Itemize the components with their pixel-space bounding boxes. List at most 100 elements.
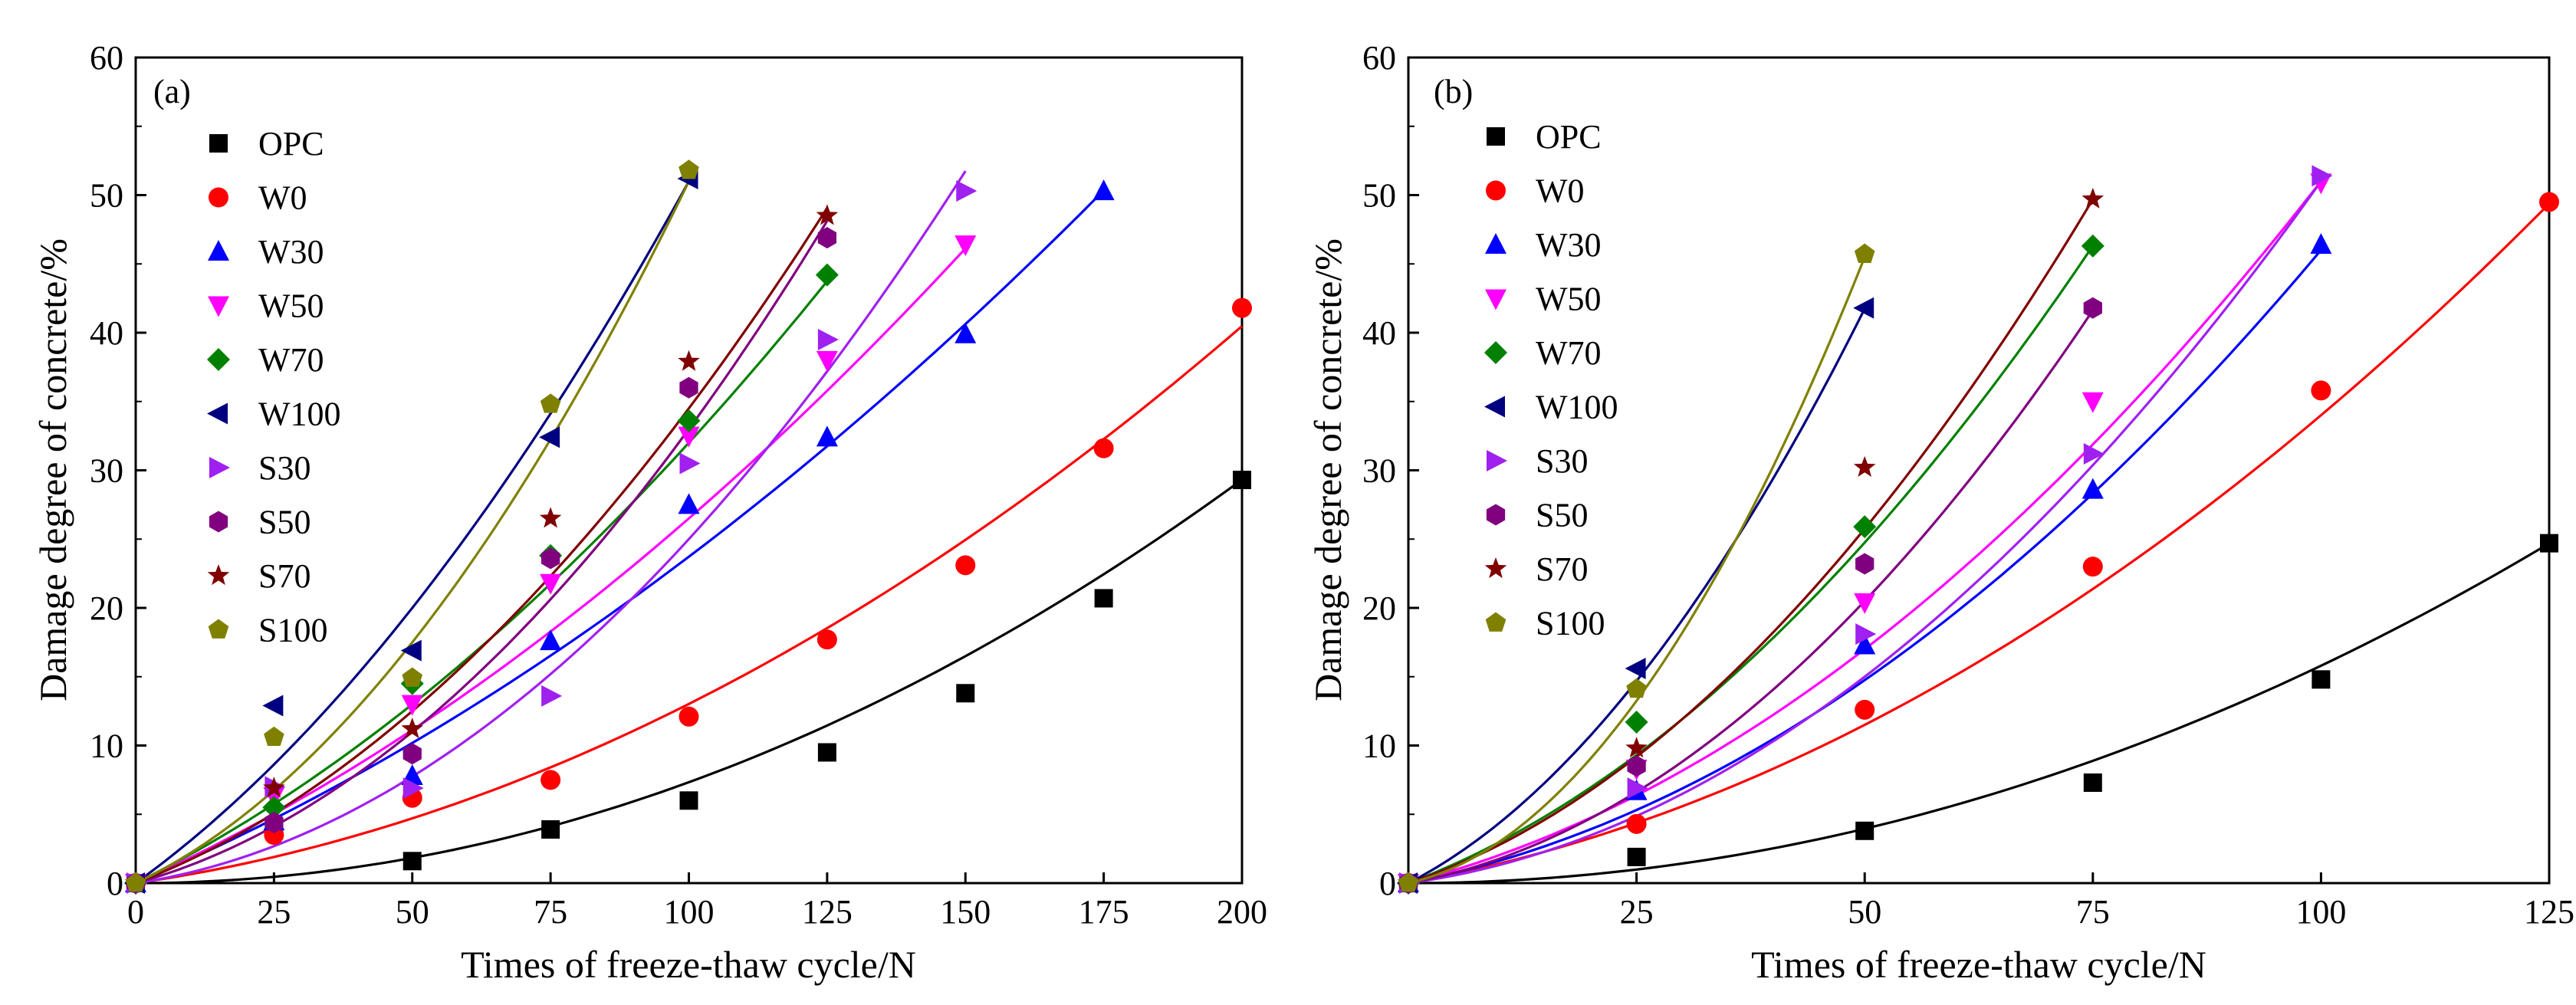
panel-a-point-s50 (264, 812, 284, 834)
panel-a-point-opc (1094, 589, 1113, 608)
panel-a-y-axis-label: Damage degree of concrete/% (31, 238, 74, 701)
panel-a-y-tick-label: 0 (107, 865, 123, 902)
panel-b-y-tick-label: 30 (1362, 452, 1396, 490)
panel-b-point-s30 (1627, 777, 1648, 800)
panel-a-legend-marker-w100 (207, 402, 228, 425)
panel-b-legend-marker-s30 (1487, 450, 1507, 471)
panel-a-point-w30 (816, 425, 838, 447)
panel-a-point-w70 (262, 796, 286, 819)
panel-a-point-w50 (816, 350, 838, 372)
panel-b-point-s30 (2312, 165, 2333, 187)
panel-a-y-tick-label: 10 (90, 727, 123, 765)
panel-a-point-w50 (678, 426, 700, 448)
panel-a-x-tick-label: 100 (664, 893, 715, 931)
panel-a-fit-curve-s70 (135, 207, 829, 885)
panel-b-legend-label-s70: S70 (1536, 550, 1588, 588)
panel-a-x-tick-label: 50 (396, 893, 429, 931)
panel-a-legend-marker-w30 (208, 240, 229, 261)
panel-a-point-w70 (815, 263, 839, 287)
panel-b-x-axis-label: Times of freeze-thaw cycle/N (1751, 943, 2206, 986)
panel-a-x-tick-label: 25 (257, 893, 291, 931)
panel-b-point-w70 (2081, 234, 2104, 258)
panel-a-point-opc (1233, 471, 1251, 490)
panel-a-point-s50 (402, 743, 422, 765)
panel-b-point-opc (2312, 670, 2331, 689)
panel-a-legend-label-w30: W30 (258, 233, 324, 271)
panel-b-y-tick-label: 40 (1362, 314, 1396, 352)
panel-a-point-s30 (541, 685, 563, 707)
panel-a-point-s100 (125, 872, 146, 892)
panel-a-fit-curve-w0 (135, 325, 1244, 885)
panel-a-point-w100 (539, 426, 560, 448)
panel-a-legend-label-w100: W100 (258, 396, 341, 433)
panel-a-y-tick-label: 40 (90, 314, 123, 352)
panel-b-legend-marker-w0 (1486, 180, 1506, 201)
panel-a-point-s50 (679, 376, 698, 399)
panel-a-legend-label-w70: W70 (258, 341, 324, 379)
panel-a-legend-marker-s100 (208, 619, 229, 639)
panel-a-point-w50 (401, 695, 423, 716)
panel-b-point-w70 (1625, 710, 1648, 734)
panel-a-legend-label-w0: W0 (258, 179, 307, 217)
panel-a-point-w0 (678, 706, 699, 727)
panel-a-point-s30 (679, 452, 701, 475)
panel-b: (b) Times of freeze-thaw cycle/N Damage … (1306, 39, 2574, 986)
panel-b-point-opc (1855, 821, 1875, 840)
panel-b-point-w30 (2310, 233, 2332, 255)
panel-b-point-w100 (1625, 657, 1646, 679)
panel-a-point-w0 (955, 555, 976, 576)
panel-a-fit-curve-s100 (135, 180, 690, 885)
panel-a-point-s30 (402, 777, 424, 800)
panel-b-legend-marker-s70 (1484, 557, 1507, 579)
panel-b-legend-label-w50: W50 (1536, 281, 1602, 318)
panel-b-legend-marker-w100 (1484, 396, 1505, 418)
panel-a-fit-curve-w30 (135, 189, 1105, 885)
panel-a-legend-label-s30: S30 (258, 449, 310, 487)
panel-a-point-w100 (262, 695, 284, 717)
panel-b-point-s100 (1854, 243, 1875, 264)
panel-b-legend-label-s30: S30 (1536, 442, 1588, 480)
panel-a: (a) Times of freeze-thaw cycle/N Damage … (31, 39, 1267, 986)
panel-b-x-tick-label: 75 (2076, 893, 2110, 931)
panel-b-x-tick-label: 125 (2524, 893, 2574, 931)
panel-b-fit-curve-w70 (1408, 245, 2095, 885)
panel-b-point-opc (2540, 534, 2558, 553)
panel-a-point-w70 (677, 409, 701, 432)
panel-a-legend-label-s70: S70 (258, 557, 310, 595)
panel-a-fit-curve-w100 (135, 180, 690, 885)
panel-b-legend-marker-w70 (1484, 341, 1507, 364)
panel-a-point-s100 (540, 393, 561, 413)
panel-a-x-tick-label: 0 (127, 893, 144, 931)
panel-a-point-w100 (400, 639, 422, 662)
panel-a-y-tick-label: 20 (90, 590, 123, 627)
panel-a-point-w0 (816, 629, 837, 650)
panel-a-point-s30 (817, 328, 839, 350)
panel-a-fit-curve-opc (135, 478, 1243, 885)
panel-b-legend-label-opc: OPC (1536, 118, 1602, 156)
panel-a-point-s100 (678, 159, 699, 179)
panel-a-legend-marker-w50 (208, 296, 229, 317)
panel-a-y-tick-label: 30 (90, 452, 123, 490)
panel-a-point-s70 (816, 204, 839, 225)
panel-b-label: (b) (1434, 73, 1473, 110)
panel-a-point-w30 (678, 493, 700, 514)
panel-a-point-s100 (264, 726, 284, 747)
panel-b-point-w50 (2082, 392, 2104, 413)
panel-a-x-tick-label: 75 (534, 893, 567, 931)
panel-a-point-s50 (817, 227, 836, 249)
panel-a-y-tick-label: 60 (90, 39, 123, 77)
panel-a-y-tick-label: 50 (90, 177, 123, 215)
panel-a-point-opc (402, 852, 422, 871)
panel-a-point-w50 (540, 573, 562, 595)
panel-b-point-s70 (2082, 187, 2104, 209)
panel-a-legend-label-s50: S50 (258, 504, 310, 541)
panel-b-y-tick-label: 60 (1362, 39, 1396, 77)
panel-b-point-s50 (2083, 297, 2102, 319)
panel-b-point-s100 (1398, 872, 1419, 892)
panel-b-fit-curve-s50 (1408, 309, 2095, 885)
panel-b-point-w0 (2311, 380, 2331, 401)
panel-b-fit-curve-s30 (1408, 180, 2322, 885)
panel-b-legend-label-s100: S100 (1536, 605, 1605, 642)
panel-a-legend-marker-s30 (209, 457, 230, 478)
